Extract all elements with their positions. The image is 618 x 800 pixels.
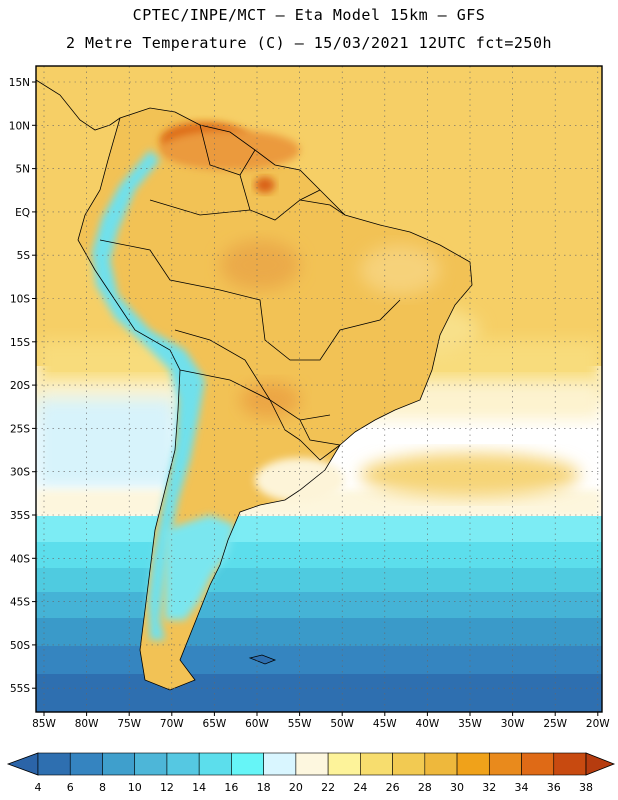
colorbar-tick-label: 6 (67, 781, 74, 794)
lon-tick-label: 65W (203, 718, 227, 730)
lon-tick-label: 40W (416, 718, 440, 730)
map-frame (35, 65, 603, 713)
colorbar-bin (134, 752, 168, 776)
colorbar-tick-label: 32 (482, 781, 496, 794)
colorbar-tick-label: 14 (192, 781, 206, 794)
colorbar-bin (198, 752, 232, 776)
warm-ocean-patch (360, 453, 580, 497)
colorbar-tick-label: 20 (289, 781, 303, 794)
colorbar-bin (521, 752, 555, 776)
colorbar-bin (166, 752, 200, 776)
lon-tick-label: 55W (288, 718, 312, 730)
colorbar-bin (37, 752, 71, 776)
colorbar-bin (488, 752, 522, 776)
lat-tick-label: 10N (9, 120, 30, 132)
colorbar-tick-label: 10 (128, 781, 142, 794)
colorbar-bin (360, 752, 393, 776)
hot-spot-guiana (255, 177, 275, 193)
lon-tick-label: 80W (75, 718, 99, 730)
band-10-12 (36, 592, 602, 620)
colorbar-tick-label: 28 (418, 781, 432, 794)
colorbar-over-arrow (585, 752, 616, 776)
lon-tick-label: 60W (245, 718, 269, 730)
warm-northeast (360, 245, 440, 295)
colorbar-bin (392, 752, 426, 776)
colorbar-tick-label: 4 (35, 781, 42, 794)
lat-tick-label: 20S (10, 380, 30, 392)
lon-tick-label: 45W (373, 718, 397, 730)
central-america-coast (36, 79, 121, 131)
band-8-10 (36, 618, 602, 648)
colorbar-tick-label: 22 (321, 781, 335, 794)
lon-tick-label: 25W (543, 718, 567, 730)
lon-tick-label: 50W (330, 718, 354, 730)
colorbar-tick-label: 16 (224, 781, 238, 794)
colorbar-tick-label: 26 (386, 781, 400, 794)
warm-amazon (220, 240, 300, 290)
lat-tick-label: 25S (10, 423, 30, 435)
temperature-field (36, 66, 602, 712)
band-4-6 (36, 674, 602, 712)
band-16-18 (36, 516, 602, 544)
colorbar-bin (553, 752, 587, 776)
patagonia-cool (165, 515, 235, 620)
colorbar-tick-label: 24 (353, 781, 367, 794)
lat-tick-label: 10S (10, 294, 30, 306)
colorbar-bin (231, 752, 264, 776)
colorbar-tick-label: 38 (579, 781, 593, 794)
colorbar-tick-label: 12 (160, 781, 174, 794)
lat-tick-label: 5N (15, 164, 30, 176)
lat-tick-label: 5S (17, 250, 31, 262)
lat-tick-label: 40S (10, 553, 30, 565)
colorbar-tick-label: 8 (99, 781, 106, 794)
lon-tick-label: 20W (586, 718, 610, 730)
lon-tick-label: 75W (117, 718, 141, 730)
lat-tick-label: 15S (10, 337, 30, 349)
colorbar-bin (295, 752, 329, 776)
hot-spot-north (160, 130, 300, 170)
lon-tick-label: 30W (501, 718, 525, 730)
colorbar-bin (424, 752, 458, 776)
lon-tick-label: 35W (458, 718, 482, 730)
latitude-axis: 15N 10N 5N EQ 5S 10S 15S 20S 25S 30S 35S 40S 45S 50S 5… (9, 77, 36, 695)
band-14-16 (36, 542, 602, 570)
band-18-20 (36, 398, 176, 488)
country-borders (77, 107, 473, 691)
chart-subtitle: 2 Metre Temperature (C) – 15/03/2021 12U… (65, 34, 553, 52)
graticule (36, 66, 602, 712)
lat-tick-label: 15N (9, 77, 30, 89)
colorbar-tick-label: 34 (515, 781, 529, 794)
lat-tick-label: 35S (10, 510, 30, 522)
andes-cold-strip (92, 150, 205, 640)
colorbar-tick-label: 30 (450, 781, 464, 794)
colorbar: 4 6 8 10 12 14 16 18 20 22 24 26 28 30 32 34 36 38 (6, 752, 616, 794)
chart-title: CPTEC/INPE/MCT – Eta Model 15km – GFS (132, 6, 486, 24)
lon-tick-label: 85W (32, 718, 56, 730)
falkland-islands (248, 654, 277, 665)
colorbar-tick-label: 18 (257, 781, 271, 794)
lat-tick-label: 45S (10, 597, 30, 609)
band-12-14 (36, 568, 602, 594)
colorbar-under-arrow (6, 752, 39, 776)
band-6-8 (36, 646, 602, 676)
colorbar-tick-label: 36 (547, 781, 561, 794)
lat-tick-label: 55S (10, 683, 30, 695)
colorbar-bin (327, 752, 361, 776)
colorbar-bin (263, 752, 297, 776)
lat-tick-label: EQ (15, 207, 30, 219)
colorbar-bin (102, 752, 136, 776)
longitude-axis: 85W 80W 75W 70W 65W 60W 55W 50W 45W 40W 35W 30W 25W 2… (32, 712, 610, 730)
lon-tick-label: 70W (160, 718, 184, 730)
lat-tick-label: 30S (10, 467, 30, 479)
cool-pampas (255, 458, 345, 502)
lat-tick-label: 50S (10, 640, 30, 652)
colorbar-bin (69, 752, 103, 776)
colorbar-bin (456, 752, 490, 776)
